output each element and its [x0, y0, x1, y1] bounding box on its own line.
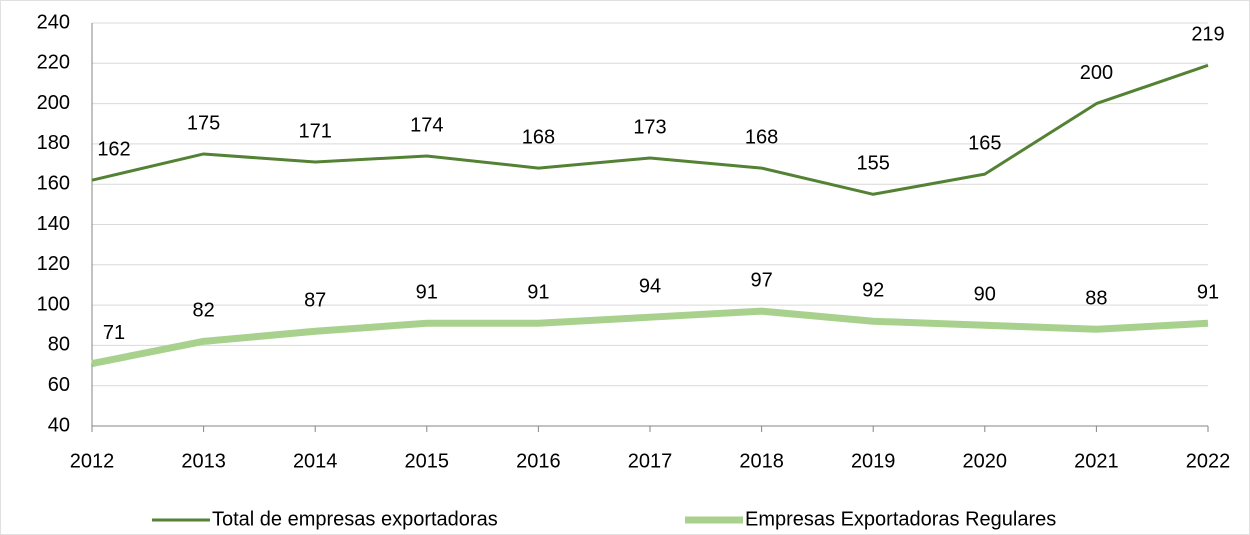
data-label: 88 [1085, 288, 1107, 310]
legend-label: Total de empresas exportadoras [212, 508, 498, 530]
x-tick-label: 2012 [70, 450, 115, 472]
x-tick-label: 2018 [739, 450, 784, 472]
y-tick-label: 120 [37, 253, 70, 275]
y-tick-label: 60 [48, 374, 70, 396]
data-label: 91 [1197, 282, 1219, 304]
y-tick-label: 240 [37, 11, 70, 33]
data-label: 200 [1080, 62, 1113, 84]
data-label: 91 [527, 282, 549, 304]
data-label: 219 [1191, 24, 1224, 46]
legend-label: Empresas Exportadoras Regulares [745, 508, 1056, 530]
data-label: 168 [745, 126, 778, 148]
data-label: 171 [299, 120, 332, 142]
x-tick-label: 2017 [628, 450, 673, 472]
y-tick-label: 160 [37, 172, 70, 194]
data-label: 173 [633, 116, 666, 138]
x-tick-label: 2015 [405, 450, 450, 472]
data-label: 165 [968, 132, 1001, 154]
y-tick-label: 140 [37, 213, 70, 235]
series-line [91, 63, 1209, 196]
data-label: 168 [522, 126, 555, 148]
y-tick-label: 220 [37, 52, 70, 74]
data-label: 92 [862, 280, 884, 302]
data-label: 82 [192, 300, 214, 322]
x-tick-label: 2021 [1074, 450, 1119, 472]
series-line [91, 307, 1209, 367]
y-tick-label: 200 [37, 92, 70, 114]
x-tick-label: 2013 [181, 450, 226, 472]
x-tick-label: 2016 [516, 450, 561, 472]
data-label: 71 [103, 322, 125, 344]
data-label: 174 [410, 114, 443, 136]
data-label: 90 [974, 284, 996, 306]
x-tick-label: 2019 [851, 450, 896, 472]
x-tick-label: 2014 [293, 450, 338, 472]
data-label: 87 [304, 290, 326, 312]
data-label: 97 [750, 269, 772, 291]
y-tick-label: 100 [37, 293, 70, 315]
y-tick-label: 80 [48, 334, 70, 356]
y-tick-label: 40 [48, 414, 70, 436]
x-tick-label: 2020 [963, 450, 1008, 472]
x-tick-label: 2022 [1186, 450, 1231, 472]
data-label: 91 [416, 282, 438, 304]
data-label: 175 [187, 112, 220, 134]
data-label: 162 [97, 138, 130, 160]
y-tick-label: 180 [37, 132, 70, 154]
data-label: 155 [857, 153, 890, 175]
data-label: 94 [639, 275, 661, 297]
